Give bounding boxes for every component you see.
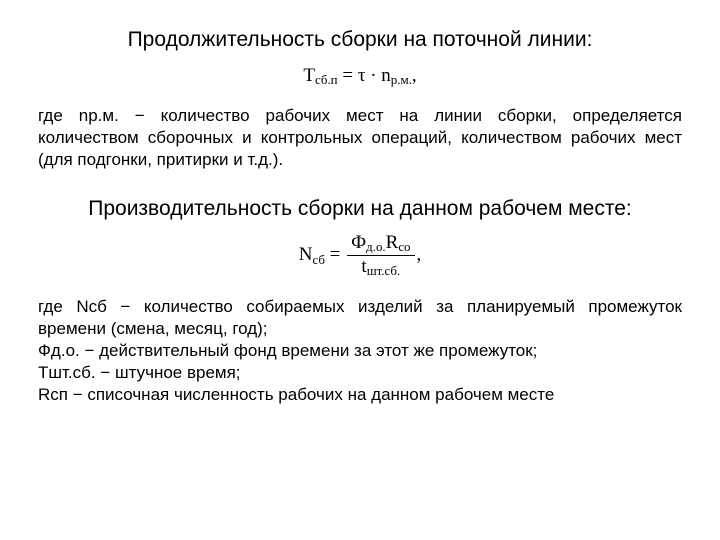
section2-defs: где Nсб − количество собираемых изделий … [38,296,682,406]
f2-den-tsub: шт.сб. [367,263,401,278]
f1-eq: = [342,65,353,87]
def-line-4: Rсп − списочная численность рабочих на д… [38,384,682,406]
f2-den-t: t [361,256,366,277]
f2-num-phi: Ф [351,232,366,253]
f2-lhs-var: N [299,244,313,265]
f2-num-Rsub: со [398,239,410,254]
f1-n-sub: р.м. [391,72,412,87]
f2-num-R: R [386,232,399,253]
f2-fraction: Фд.о.Rсо tшт.сб. [347,233,414,278]
section2-heading: Производительность сборки на данном рабо… [38,197,682,221]
f1-n: n [381,65,391,86]
f1-lhs-sub: сб.п [315,72,338,87]
f2-lhs: Nсб [299,244,325,266]
formula1-lhs: Tсб.п [303,65,337,87]
f2-numerator: Фд.о.Rсо [347,233,414,256]
section2-formula: Nсб = Фд.о.Rсо tшт.сб. , [38,233,682,278]
document-page: Продолжительность сборки на поточной лин… [0,0,720,426]
f2-comma: , [417,244,422,266]
section1-heading: Продолжительность сборки на поточной лин… [38,28,682,52]
f2-eq: = [330,244,341,266]
f2-num-phisub: д.о. [366,239,385,254]
f1-comma: , [412,65,417,86]
def-line-3: Тшт.сб. − штучное время; [38,362,682,384]
f1-lhs-var: T [303,65,315,86]
def-line-1: где Nсб − количество собираемых изделий … [38,296,682,340]
section1-explanation: где nр.м. − количество рабочих мест на л… [38,105,682,171]
f2-lhs-sub: сб [312,252,324,267]
f1-dot: · [365,65,381,86]
f2-denominator: tшт.сб. [347,256,414,278]
section1-formula: Tсб.п = τ · nр.м., [38,64,682,87]
formula1-rhs: τ · nр.м., [358,65,417,87]
def-line-2: Фд.о. − действительный фонд времени за э… [38,340,682,362]
